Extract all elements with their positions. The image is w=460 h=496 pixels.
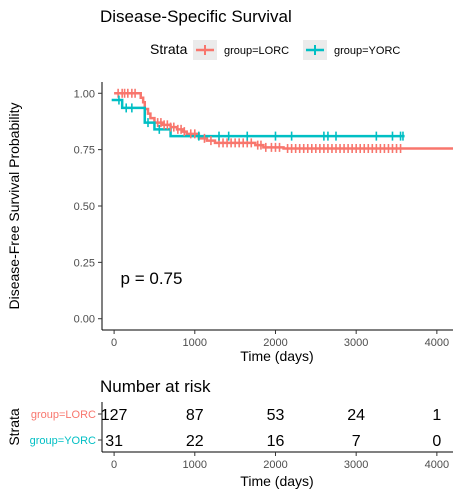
risk-table-x-axis-label: Time (days) (240, 473, 313, 489)
x-tick-label: 1000 (183, 337, 207, 349)
risk-table-cell: 7 (352, 433, 361, 450)
risk-table-cell: 0 (432, 433, 441, 450)
risk-table-values: 127 87 53 24 1 31 22 16 7 0 (101, 407, 442, 450)
y-axis-label: Disease-Free Survival Probability (6, 103, 22, 310)
legend-title: Strata (150, 41, 188, 57)
y-tick-label: 0.00 (74, 314, 95, 326)
y-tick-label: 0.75 (74, 145, 95, 157)
x-tick-label: 3000 (344, 337, 368, 349)
x-tick-label: 4000 (425, 337, 449, 349)
risk-x-tick-label: 1000 (183, 459, 207, 471)
p-value-annotation: p = 0.75 (121, 269, 183, 288)
risk-table-x-ticks: 0 1000 2000 3000 4000 (111, 452, 449, 471)
y-tick-label: 0.25 (74, 257, 95, 269)
risk-x-tick-label: 2000 (263, 459, 287, 471)
risk-table-cell: 24 (347, 407, 365, 424)
risk-table-cell: 16 (267, 433, 285, 450)
risk-x-tick-label: 0 (111, 459, 117, 471)
risk-table-cell: 87 (186, 407, 204, 424)
x-axis-ticks: 0 1000 2000 3000 4000 (111, 330, 449, 349)
risk-x-tick-label: 4000 (425, 459, 449, 471)
x-axis-label: Time (days) (240, 348, 313, 364)
chart-title: Disease-Specific Survival (100, 7, 292, 26)
survival-plot: 0.00 0.25 0.50 0.75 1.00 0 1000 2000 3000 4000 p… (6, 82, 453, 364)
risk-table-cell: 53 (267, 407, 285, 424)
risk-table: Number at risk Strata group=LORC group=Y… (6, 377, 453, 489)
risk-table-cell: 31 (105, 433, 123, 450)
risk-row-label-lorc: group=LORC (31, 409, 96, 421)
legend-label-yorc: group=YORC (334, 45, 400, 57)
censor-marks (117, 88, 404, 154)
survival-line-lorc (114, 92, 453, 150)
x-tick-label: 0 (111, 337, 117, 349)
risk-table-strata-label: Strata (6, 408, 22, 446)
risk-row-label-yorc: group=YORC (30, 435, 96, 447)
risk-table-cell: 127 (101, 407, 128, 424)
x-tick-label: 2000 (263, 337, 287, 349)
risk-x-tick-label: 3000 (344, 459, 368, 471)
legend: Strata group=LORC group=YORC (150, 40, 400, 60)
y-tick-label: 0.50 (74, 201, 95, 213)
risk-table-title: Number at risk (100, 377, 211, 396)
legend-label-lorc: group=LORC (224, 45, 289, 57)
risk-table-cell: 22 (186, 433, 204, 450)
y-tick-label: 1.00 (74, 88, 95, 100)
risk-table-cell: 1 (432, 407, 441, 424)
survival-curves (111, 92, 453, 150)
y-axis-ticks: 0.00 0.25 0.50 0.75 1.00 (74, 88, 102, 326)
